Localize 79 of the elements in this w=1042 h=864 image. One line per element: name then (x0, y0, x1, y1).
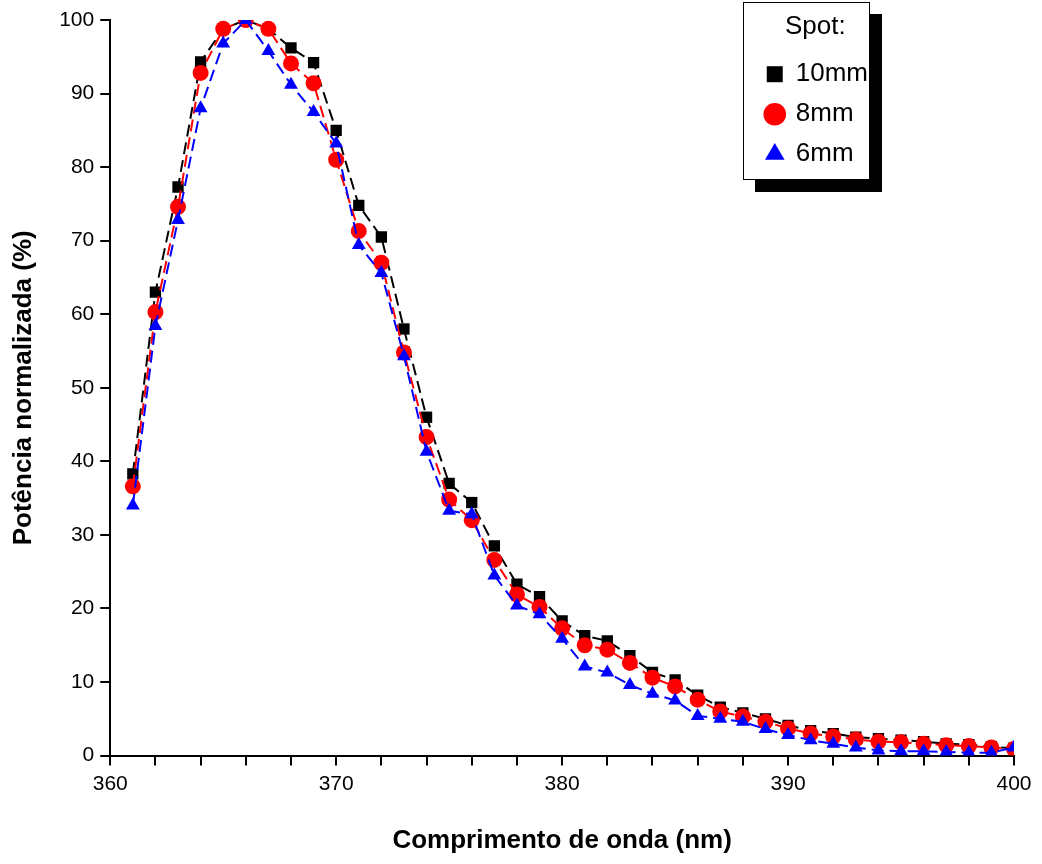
point (554, 620, 571, 637)
point (576, 637, 593, 654)
y-tick-label: 100 (59, 6, 95, 30)
point (689, 691, 706, 708)
y-tick-label: 70 (70, 227, 95, 251)
point (192, 64, 209, 81)
point (488, 540, 500, 552)
point (397, 348, 411, 361)
y-tick-label: 50 (70, 374, 95, 398)
x-tick-label: 400 (996, 771, 1032, 794)
point (644, 669, 661, 686)
point (510, 597, 524, 610)
point (781, 727, 795, 739)
x-tick-label: 360 (92, 771, 128, 794)
point (532, 606, 547, 619)
point (599, 641, 616, 658)
point (871, 742, 886, 755)
y-tick-label: 40 (70, 448, 95, 472)
point (375, 231, 388, 243)
point (329, 135, 344, 148)
point (486, 551, 503, 568)
point (442, 502, 457, 515)
y-tick-label: 90 (70, 80, 95, 104)
y-axis-title: Potência normalizada (%) (6, 230, 37, 546)
point (193, 100, 208, 113)
point (466, 496, 478, 509)
point (621, 654, 638, 671)
legend-label: 10mm (795, 57, 869, 88)
point (307, 57, 320, 69)
y-tick-label: 80 (70, 153, 95, 177)
x-tick-label: 370 (318, 771, 354, 794)
point (284, 76, 298, 89)
point (353, 199, 365, 212)
point (351, 237, 366, 250)
y-tick-label: 20 (70, 595, 95, 619)
point (487, 567, 502, 580)
point (555, 630, 570, 643)
y-tick-label: 60 (70, 301, 95, 325)
point (894, 743, 908, 756)
point (443, 477, 455, 490)
point (170, 198, 187, 215)
point (216, 35, 231, 48)
point (600, 664, 615, 677)
point (916, 743, 931, 756)
y-tick-label: 0 (82, 742, 95, 766)
point (622, 676, 637, 689)
point (735, 713, 750, 726)
point (803, 732, 818, 745)
y-tick-label: 30 (70, 521, 95, 545)
point (668, 692, 683, 705)
point (758, 721, 773, 734)
point (577, 658, 592, 671)
point (713, 710, 728, 723)
point (171, 212, 185, 225)
point (690, 707, 705, 720)
point (645, 685, 660, 698)
point (148, 318, 163, 331)
x-axis-title: Comprimento de onda (nm) (392, 823, 732, 854)
point (306, 103, 321, 116)
point (418, 429, 435, 446)
x-tick-label: 380 (544, 771, 580, 794)
legend-label: 6mm (795, 137, 854, 168)
legend-label: 8mm (795, 97, 854, 128)
point (374, 265, 389, 278)
point (282, 55, 299, 72)
point (172, 181, 184, 193)
point (398, 323, 410, 335)
legend-title: Spot: (785, 10, 846, 41)
point (848, 739, 863, 752)
point (125, 497, 140, 510)
point (464, 506, 479, 519)
point (330, 124, 342, 136)
point (667, 678, 684, 695)
point (285, 42, 297, 54)
y-tick-label: 10 (70, 668, 95, 692)
x-tick-label: 390 (770, 771, 806, 794)
point (261, 42, 276, 55)
point (419, 443, 434, 456)
point (305, 75, 322, 92)
